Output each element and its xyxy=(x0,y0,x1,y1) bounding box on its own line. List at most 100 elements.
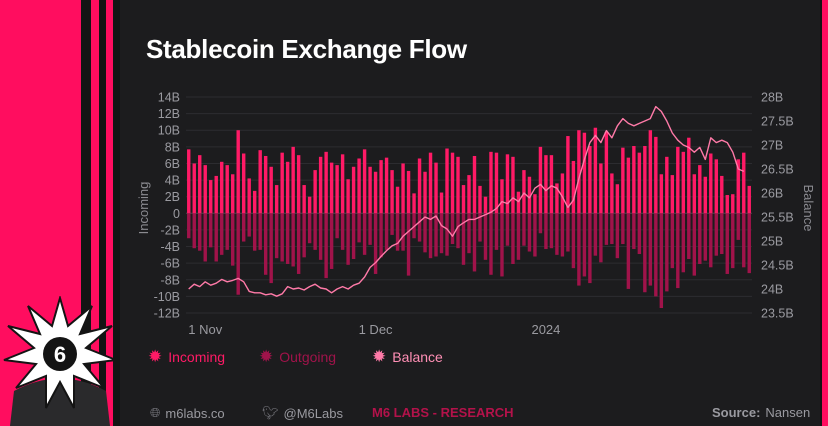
outgoing-bar xyxy=(681,213,686,273)
outgoing-bar xyxy=(522,213,526,246)
balance-line xyxy=(188,105,745,297)
outgoing-bar xyxy=(263,213,268,275)
incoming-bar xyxy=(417,158,422,214)
incoming-bar xyxy=(571,160,576,214)
footer-website[interactable]: 🌐︎ m6labs.co xyxy=(150,405,225,421)
y2-tick-label: 26.5B xyxy=(761,163,794,177)
incoming-bar xyxy=(720,175,724,214)
outgoing-bar xyxy=(494,213,499,250)
outgoing-bar xyxy=(720,213,724,255)
incoming-bar xyxy=(472,155,477,214)
incoming-bar xyxy=(527,176,532,214)
outgoing-bar xyxy=(318,213,323,260)
outgoing-bar xyxy=(368,213,372,245)
incoming-bar xyxy=(362,149,367,214)
outgoing-bar xyxy=(285,213,290,264)
incoming-bar xyxy=(676,146,680,214)
incoming-bar xyxy=(604,131,609,214)
incoming-bar xyxy=(538,146,543,214)
outgoing-bar xyxy=(423,213,427,253)
incoming-bar xyxy=(258,150,262,214)
incoming-bar xyxy=(329,162,334,214)
incoming-bar xyxy=(395,186,400,214)
legend-balance[interactable]: ✹ Balance xyxy=(372,347,443,366)
legend-incoming[interactable]: ✹ Incoming xyxy=(148,347,225,366)
incoming-bar xyxy=(687,137,691,214)
incoming-bar xyxy=(555,183,559,214)
incoming-bar xyxy=(621,147,625,214)
incoming-bar xyxy=(560,173,565,214)
incoming-bar xyxy=(648,130,653,214)
outgoing-bar xyxy=(302,213,306,258)
outgoing-bar xyxy=(610,213,614,245)
incoming-bar xyxy=(231,174,235,214)
stripe-gap xyxy=(99,0,106,426)
accent-stripe xyxy=(91,0,99,426)
outgoing-bar xyxy=(351,213,356,259)
axis-ticks: 14B 12B 10B 8B 6B 4B 2B 0 -2B -4B -6B -8B -10B -12B 28… xyxy=(154,91,794,338)
incoming-bar xyxy=(681,151,686,214)
y-tick-label: 14B xyxy=(158,91,180,105)
outgoing-bar xyxy=(324,213,328,279)
incoming-marker-icon: ✹ xyxy=(148,347,163,366)
outgoing-bar xyxy=(533,213,537,257)
y2-tick-label: 24.5B xyxy=(761,259,794,273)
y-tick-label: 8B xyxy=(165,140,180,154)
outgoing-bar xyxy=(637,213,642,255)
incoming-bar xyxy=(296,155,301,214)
x-tick-label: 2024 xyxy=(531,322,560,337)
incoming-bar xyxy=(390,170,394,214)
outgoing-bar xyxy=(577,213,581,286)
outgoing-bar xyxy=(478,213,482,242)
outgoing-bar xyxy=(505,213,510,246)
y-tick-label: -2B xyxy=(161,223,180,237)
incoming-bar xyxy=(340,154,345,214)
balance-marker-icon: ✹ xyxy=(372,347,387,366)
incoming-bar xyxy=(522,170,526,214)
y2-tick-label: 27.5B xyxy=(761,115,794,129)
y-tick-label: 2B xyxy=(165,190,180,204)
outgoing-bar xyxy=(560,213,565,257)
outgoing-bar xyxy=(527,213,532,252)
incoming-bar xyxy=(313,170,317,214)
incoming-bar xyxy=(439,192,444,214)
outgoing-bar xyxy=(632,213,636,250)
incoming-bar xyxy=(401,163,405,214)
incoming-bar xyxy=(220,161,224,214)
outgoing-bar xyxy=(307,213,312,244)
outgoing-bar xyxy=(291,213,295,267)
outgoing-bar xyxy=(472,213,477,272)
incoming-bar xyxy=(599,163,603,214)
incoming-bar xyxy=(269,166,273,214)
incoming-bar xyxy=(456,156,460,214)
outgoing-bar xyxy=(241,213,246,242)
outgoing-bar xyxy=(599,213,603,263)
incoming-bar xyxy=(659,174,664,214)
incoming-bar xyxy=(445,148,449,214)
outgoing-bar xyxy=(566,213,570,252)
outgoing-bar xyxy=(489,213,493,275)
y2-tick-label: 25.5B xyxy=(761,211,794,225)
balance-line-group xyxy=(188,105,745,297)
incoming-bar xyxy=(549,155,554,214)
incoming-bar xyxy=(566,136,570,214)
footer-twitter[interactable]: 🐦︎ @M6Labs xyxy=(262,405,343,421)
legend-outgoing[interactable]: ✹ Outgoing xyxy=(259,348,337,365)
incoming-bar xyxy=(241,153,246,214)
outgoing-bar xyxy=(544,213,548,250)
outgoing-bar xyxy=(198,213,202,251)
outgoing-bar xyxy=(335,213,339,239)
incoming-bar xyxy=(714,159,718,214)
incoming-bar xyxy=(285,161,290,214)
incoming-bar xyxy=(593,127,598,214)
y-tick-label: -6B xyxy=(161,257,180,271)
legend-outgoing-label: Outgoing xyxy=(279,349,337,365)
incoming-bar xyxy=(335,165,339,214)
y-tick-label: 12B xyxy=(158,107,180,121)
incoming-bar xyxy=(428,152,433,214)
outgoing-bar xyxy=(329,213,334,269)
outgoing-bar xyxy=(659,213,664,309)
incoming-bar xyxy=(351,166,356,214)
incoming-bar xyxy=(725,195,729,214)
